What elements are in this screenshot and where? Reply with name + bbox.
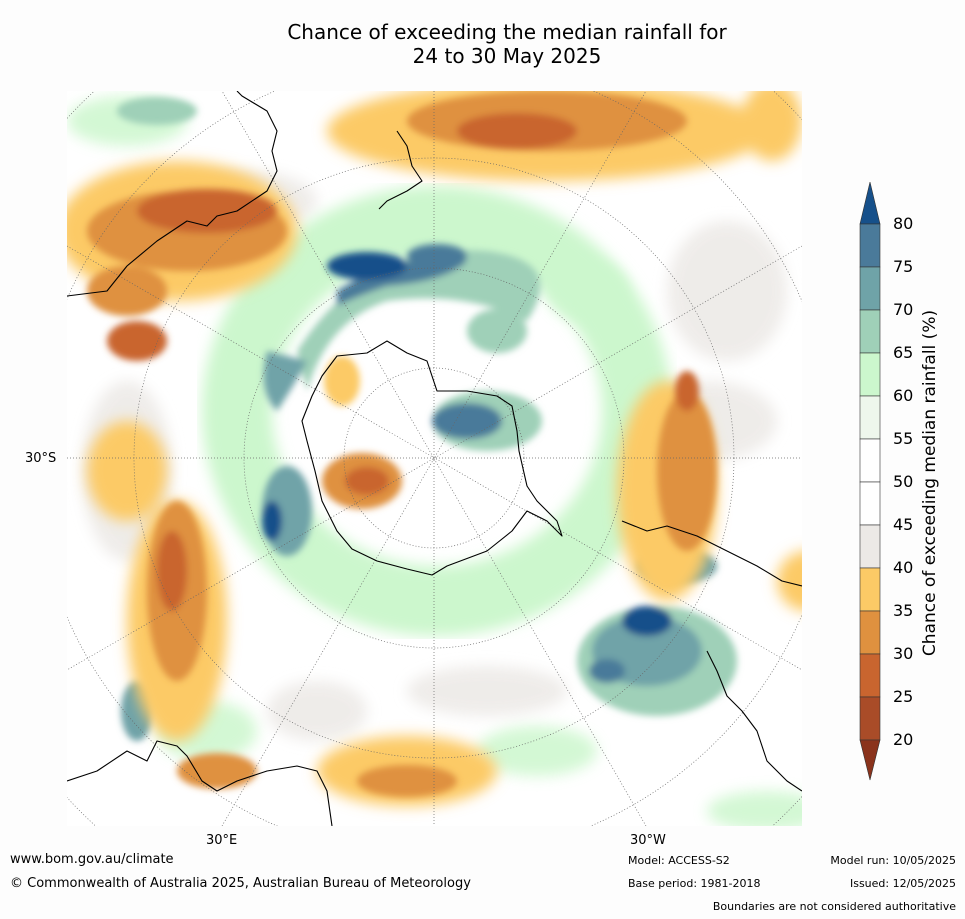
colorbar-bin-25-30 [859, 653, 881, 698]
base-period-text: Base period: 1981-2018 [628, 877, 761, 890]
colorbar [859, 182, 881, 781]
colorbar-tick: 45 [893, 515, 914, 534]
colorbar-tick: 40 [893, 558, 914, 577]
colorbar-bin-65-70 [859, 309, 881, 354]
colorbar-bin-20-25 [859, 696, 881, 741]
colorbar-tick: 20 [893, 730, 914, 749]
colorbar-tick: 35 [893, 601, 914, 620]
model-run-text: Model run: 10/05/2025 [830, 854, 956, 867]
colorbar-tick: 70 [893, 300, 914, 319]
disclaimer-text: Boundaries are not considered authoritat… [712, 900, 956, 913]
issued-text: Issued: 12/05/2025 [849, 877, 956, 890]
model-text: Model: ACCESS-S2 [628, 854, 730, 867]
colorbar-extend-high [859, 182, 881, 225]
colorbar-tick: 60 [893, 386, 914, 405]
colorbar-tick: 50 [893, 472, 914, 491]
longitude-label-30e: 30°E [206, 833, 238, 848]
colorbar-tick: 75 [893, 257, 914, 276]
colorbar-bin-50-55 [859, 438, 881, 483]
colorbar-bin-30-35 [859, 610, 881, 655]
polar-rainfall-map [67, 91, 802, 826]
colorbar-tick: 25 [893, 687, 914, 706]
colorbar-bin-45-50 [859, 481, 881, 526]
colorbar-bin-35-40 [859, 567, 881, 612]
colorbar-tick: 65 [893, 343, 914, 362]
colorbar-bin-60-65 [859, 352, 881, 397]
australia-coast [67, 91, 278, 297]
title-line-2: 24 to 30 May 2025 [412, 44, 602, 68]
map-canvas [67, 91, 802, 826]
antarctica-coast [301, 340, 563, 576]
colorbar-bin-55-60 [859, 395, 881, 440]
africa-coast [67, 740, 333, 826]
colorbar-bin-70-75 [859, 266, 881, 311]
colorbar-tick: 55 [893, 429, 914, 448]
colorbar-tick: 80 [893, 214, 914, 233]
colorbar-bin-75-80 [859, 223, 881, 268]
dry-anomaly-core [87, 91, 717, 797]
colorbar-extend-low [859, 739, 881, 781]
longitude-label-30w: 30°W [630, 833, 666, 848]
coastlines [67, 91, 802, 826]
south-america-coast [621, 520, 802, 587]
map-title: Chance of exceeding the median rainfall … [0, 20, 965, 68]
south-america-coast-2 [706, 650, 802, 792]
copyright-text: © Commonwealth of Australia 2025, Austra… [10, 876, 471, 891]
website-text: www.bom.gov.au/climate [10, 852, 174, 867]
colorbar-tick: 30 [893, 644, 914, 663]
title-line-1: Chance of exceeding the median rainfall … [287, 20, 727, 44]
colorbar-label: Chance of exceeding median rainfall (%) [920, 309, 940, 657]
graticule [67, 91, 802, 826]
latitude-label-30s: 30°S [25, 451, 57, 466]
new-zealand-coast [378, 130, 423, 210]
colorbar-bin-40-45 [859, 524, 881, 569]
